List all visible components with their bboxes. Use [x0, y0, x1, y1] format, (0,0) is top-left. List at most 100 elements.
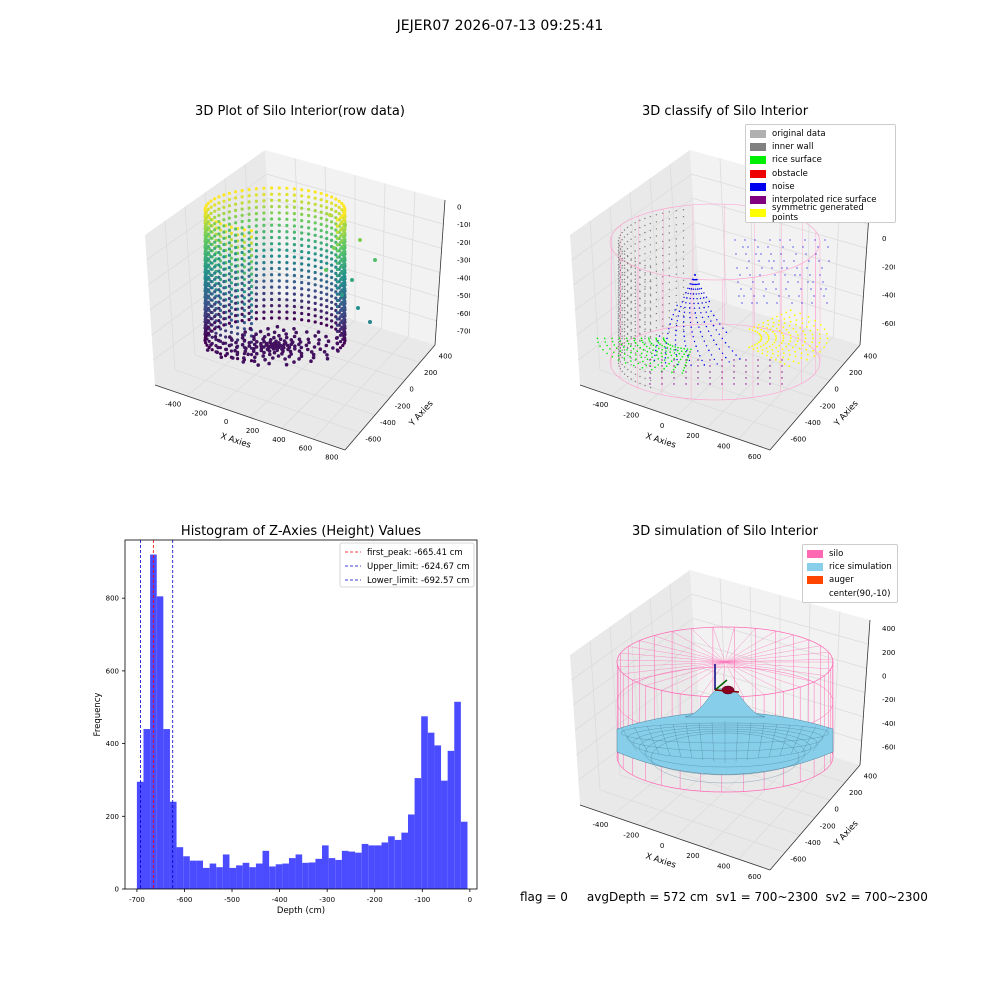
wall-point	[630, 224, 632, 226]
data-point	[254, 249, 258, 253]
grid-line	[698, 270, 862, 322]
wall-point	[634, 236, 636, 238]
data-point	[240, 275, 244, 279]
wall-point	[623, 243, 626, 245]
data-point	[203, 324, 207, 328]
data-point	[337, 212, 341, 216]
wall-point	[649, 351, 652, 353]
data-point	[247, 311, 251, 315]
data-point	[217, 288, 221, 292]
rice-point	[665, 350, 667, 352]
noise-point	[792, 246, 794, 248]
wall-point	[675, 322, 677, 325]
data-point	[240, 195, 244, 199]
data-point	[234, 264, 238, 268]
data-point	[289, 352, 293, 356]
symmetric-point	[765, 331, 767, 334]
rice-point	[677, 349, 679, 352]
noise-point	[721, 352, 724, 354]
data-point	[307, 263, 311, 267]
data-point	[335, 255, 339, 259]
mesh-line	[735, 721, 739, 762]
wall-point	[634, 271, 636, 273]
noise-point	[826, 302, 828, 304]
noise-point	[695, 283, 698, 286]
histogram-bar	[315, 858, 323, 889]
wall-point	[655, 298, 658, 301]
rice-point	[688, 353, 690, 356]
data-point	[227, 222, 231, 226]
data-point	[322, 350, 327, 354]
noise-point	[692, 278, 694, 281]
data-point	[213, 228, 217, 232]
rice-point	[626, 340, 629, 342]
noise-point	[804, 239, 806, 241]
legend-swatch	[750, 209, 766, 218]
noise-point	[687, 292, 689, 295]
data-point	[356, 306, 360, 310]
rice-point	[632, 348, 635, 350]
noise-point	[773, 260, 775, 262]
data-point	[285, 285, 289, 289]
data-point	[203, 286, 207, 291]
rice-point	[670, 360, 673, 362]
noise-point	[800, 288, 802, 290]
wall-point	[621, 323, 623, 326]
wall-point	[668, 246, 670, 248]
silo-roof-wire	[712, 627, 726, 663]
data-point	[262, 316, 266, 320]
data-point	[247, 243, 251, 247]
noise-point	[748, 260, 750, 262]
x-axis-label: X Axies	[644, 431, 677, 450]
symmetric-point	[767, 319, 769, 322]
data-point	[209, 230, 213, 234]
rice-point	[646, 345, 648, 348]
data-point	[338, 265, 343, 269]
data-point	[229, 256, 233, 260]
wall-point	[634, 366, 637, 368]
data-point	[335, 230, 339, 234]
data-point	[319, 284, 323, 288]
wall-point	[626, 269, 629, 271]
x-tick-label: 200	[686, 432, 699, 440]
wall-point	[623, 281, 626, 283]
noise-point	[685, 292, 687, 294]
data-point	[340, 293, 344, 297]
data-point	[247, 237, 251, 241]
interpolated-point	[649, 383, 651, 385]
data-point	[335, 286, 339, 290]
data-point	[249, 284, 254, 288]
rice-point	[683, 367, 686, 369]
data-point	[227, 309, 231, 313]
data-point	[217, 319, 221, 323]
data-point	[319, 303, 323, 307]
data-point	[242, 259, 246, 263]
data-point	[334, 315, 338, 319]
silo-roof-wire	[628, 646, 726, 663]
data-point	[262, 248, 266, 252]
data-point	[227, 259, 231, 263]
data-point	[373, 258, 377, 262]
data-point	[270, 192, 274, 196]
data-point	[209, 236, 213, 240]
interpolated-point	[781, 365, 783, 367]
data-point	[234, 320, 238, 324]
noise-point	[766, 302, 768, 304]
wall-point	[668, 274, 670, 277]
data-point	[300, 287, 304, 291]
raw-panel-title: 3D Plot of Silo Interior(row data)	[195, 104, 405, 119]
wall-point	[617, 261, 620, 263]
wall-point	[682, 314, 685, 317]
noise-point	[762, 281, 764, 283]
y-tick-label: -400	[380, 419, 396, 427]
y-tick-label: 400	[106, 740, 119, 748]
data-point	[342, 322, 346, 327]
data-point	[262, 291, 266, 296]
wall-point	[623, 345, 626, 347]
histogram-bar	[209, 863, 217, 889]
data-point	[213, 290, 217, 294]
symmetric-point	[825, 342, 828, 344]
data-point	[338, 271, 343, 276]
wall-point	[662, 290, 664, 292]
data-point	[209, 199, 213, 203]
